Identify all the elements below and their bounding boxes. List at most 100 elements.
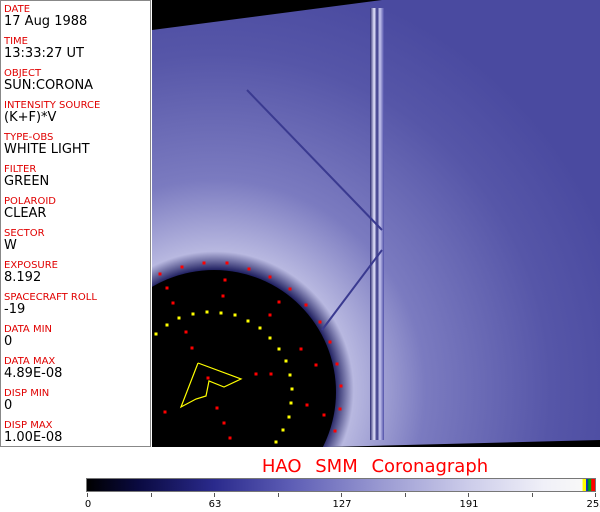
field-disp-min: DISP MIN 0 [4,388,49,413]
colorbar-tick [404,493,406,497]
colorbar-tick-label: 63 [208,499,222,510]
marker [165,323,169,327]
colorbar-tick-label: 255 [586,499,600,510]
field-value: SUN:CORONA [4,78,94,93]
marker [290,387,294,391]
marker [177,316,181,320]
colorbar-tick [531,493,533,497]
marker [274,440,278,444]
field-value: 1.00E-08 [4,430,63,445]
marker [288,287,292,291]
colorbar-tick [595,493,596,497]
marker [269,372,273,376]
marker [184,330,188,334]
marker [219,311,223,315]
field-value: 4.89E-08 [4,366,63,381]
field-value: (K+F)*V [4,110,57,125]
field-data-max: DATA MAX 4.89E-08 [4,356,62,381]
colorbar-tick-label: 191 [459,499,479,510]
yellow-outline [179,362,243,409]
marker [254,372,258,376]
marker [284,359,288,363]
field-spacecraft-roll: SPACECRAFT ROLL -19 [4,292,97,317]
title: HAO SMM Coronagraph [261,456,489,477]
field-label: DATA MIN [4,324,52,335]
marker [328,340,332,344]
coronagraph-image [92,0,600,512]
field-filter: FILTER GREEN [4,164,49,189]
marker [314,363,318,367]
marker [223,278,227,282]
marker [318,320,322,324]
marker [287,415,291,419]
marker [339,384,343,388]
field-label: POLAROID [4,196,57,207]
field-label: DISP MAX [4,420,53,431]
field-label: TIME [4,36,29,47]
marker [258,326,262,330]
marker [154,332,158,336]
field-label: DISP MIN [4,388,50,399]
colorbar-tick [468,493,469,497]
field-label: DATE [4,4,31,15]
field-label: TYPE-OBS [4,132,54,143]
field-label: SECTOR [4,228,45,239]
marker [299,347,303,351]
marker [165,286,169,290]
field-value: WHITE LIGHT [4,142,90,157]
field-value: 17 Aug 1988 [4,14,88,29]
marker [333,429,337,433]
header-info-panel: DATE 17 Aug 1988 TIME 13:33:27 UT OBJECT SUN:… [0,0,151,447]
field-value: CLEAR [4,206,47,221]
marker [225,261,229,265]
field-label: SPACECRAFT ROLL [4,292,97,303]
marker [304,303,308,307]
marker [277,300,281,304]
colorbar-tick [341,493,342,497]
marker [268,313,272,317]
marker [163,410,167,414]
marker [335,362,339,366]
field-value: W [4,238,17,253]
field-value: 13:33:27 UT [4,46,84,61]
field-value: 0 [4,398,13,413]
field-type-obs: TYPE-OBS WHITE LIGHT [4,132,90,157]
field-date: DATE 17 Aug 1988 [4,4,87,29]
marker [247,267,251,271]
field-time: TIME 13:33:27 UT [4,36,84,61]
field-label: DATA MAX [4,356,56,367]
field-value: GREEN [4,174,50,189]
colorbar-tick [87,493,88,497]
marker [190,346,194,350]
marker [305,403,309,407]
field-label: INTENSITY SOURCE [4,100,101,111]
marker [281,428,285,432]
colorbar-tick [277,493,279,497]
colorbar [86,478,596,492]
colorbar-tick-label: 0 [84,499,92,510]
field-value: 8.192 [4,270,42,285]
marker [171,301,175,305]
field-label: FILTER [4,164,37,175]
colorbar-tick-label: 127 [332,499,352,510]
marker [288,373,292,377]
marker [246,319,250,323]
marker [202,261,206,265]
marker [233,313,237,317]
colorbar-tick [214,493,215,497]
field-disp-max: DISP MAX 1.00E-08 [4,420,62,445]
field-intensity-source: INTENSITY SOURCE (K+F)*V [4,100,100,125]
marker [222,421,226,425]
field-label: EXPOSURE [4,260,59,271]
field-data-min: DATA MIN 0 [4,324,52,349]
marker [268,275,272,279]
field-value: 0 [4,334,13,349]
marker [205,310,209,314]
marker [289,401,293,405]
marker [277,347,281,351]
field-object: OBJECT SUN:CORONA [4,68,93,93]
marker [180,265,184,269]
field-exposure: EXPOSURE 8.192 [4,260,58,285]
marker [322,413,326,417]
marker [215,406,219,410]
